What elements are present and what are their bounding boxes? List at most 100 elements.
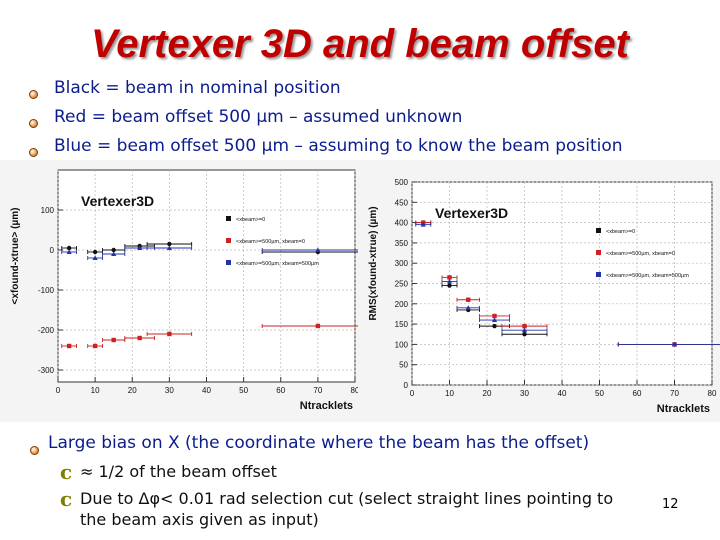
x-tick-label: 10 xyxy=(445,389,454,398)
x-tick-label: 50 xyxy=(239,386,248,395)
bullet-icon xyxy=(29,90,38,99)
sub-bullet-icon: c xyxy=(60,460,73,484)
x-tick-label: 70 xyxy=(313,386,322,395)
y-tick-label: 0 xyxy=(50,246,55,255)
legend-marker xyxy=(596,228,601,233)
bullet-icon xyxy=(29,148,38,157)
data-point xyxy=(111,247,116,253)
y-tick-label: 50 xyxy=(399,361,408,370)
plots-svg: 0 10 20 30 40 50 60 70 80-300-200-1000100Ntrackl… xyxy=(0,160,720,422)
data-point xyxy=(92,255,98,260)
bullet-blue: Blue = beam offset 500 µm – assuming to … xyxy=(54,136,623,156)
y-tick-label: 150 xyxy=(395,320,409,329)
data-point xyxy=(137,245,143,250)
x-tick-label: 50 xyxy=(595,389,604,398)
data-point xyxy=(465,305,471,310)
y-tick-label: -300 xyxy=(38,366,55,375)
series-2 xyxy=(61,323,375,349)
data-point xyxy=(521,327,528,333)
x-tick-label: 30 xyxy=(165,386,174,395)
data-point xyxy=(315,247,321,252)
legend-label: <xbeam>=500µm, xbeam=0 xyxy=(606,251,675,257)
data-point xyxy=(671,341,678,347)
y-tick-label: 0 xyxy=(404,381,409,390)
y-tick-label: 100 xyxy=(395,340,409,349)
x-tick-label: 20 xyxy=(128,386,137,395)
y-axis-label: RMS(xfound-xtrue) (µm) xyxy=(368,206,379,320)
y-tick-label: -100 xyxy=(38,286,55,295)
data-point xyxy=(522,332,527,337)
x-tick-label: 80 xyxy=(351,386,360,395)
x-tick-label: 40 xyxy=(558,389,567,398)
series-3 xyxy=(61,245,375,260)
legend-marker xyxy=(596,250,601,255)
sub-bullet-icon: c xyxy=(60,487,73,511)
data-point xyxy=(66,249,72,254)
chart-title: Vertexer3D xyxy=(81,193,154,209)
y-tick-label: -200 xyxy=(38,326,55,335)
y-axis-label: <xfound-xtrue> (µm) xyxy=(10,208,21,305)
data-point xyxy=(166,245,172,250)
chart-title: Vertexer3D xyxy=(435,205,508,221)
x-tick-label: 0 xyxy=(56,386,61,395)
y-tick-label: 300 xyxy=(395,259,409,268)
x-tick-label: 10 xyxy=(91,386,100,395)
x-tick-label: 0 xyxy=(410,389,415,398)
y-tick-label: 400 xyxy=(395,219,409,228)
bullet-icon xyxy=(29,119,38,128)
legend-label: <xbeam>=500µm, xbeam=500µm xyxy=(236,261,319,267)
data-point xyxy=(92,343,98,349)
data-point xyxy=(466,297,471,302)
sub-bullet-2-cont: the beam axis given as input) xyxy=(80,510,319,529)
data-point xyxy=(111,337,116,343)
data-point xyxy=(111,251,117,256)
data-point xyxy=(92,249,98,255)
data-point xyxy=(137,335,142,341)
data-point xyxy=(167,241,172,247)
legend-label: <xbeam>=500µm, xbeam=500µm xyxy=(606,273,689,279)
legend-marker xyxy=(226,238,231,243)
data-point xyxy=(420,222,426,227)
bullet-icon xyxy=(30,446,39,455)
data-point xyxy=(167,331,172,337)
data-point xyxy=(446,278,453,284)
chart-panel-1: 0 10 20 30 40 50 60 70 80 -300 -200 -100 0 100 Ntrackl… xyxy=(0,160,375,422)
legend-marker xyxy=(226,260,231,265)
y-tick-label: 100 xyxy=(41,206,55,215)
sub-bullet-1: ≈ 1/2 of the beam offset xyxy=(80,462,277,481)
x-axis-label: Ntracklets xyxy=(657,403,710,415)
series-3 xyxy=(415,222,720,347)
x-axis-label: Ntracklets xyxy=(300,400,353,412)
chart-panel-2: 0 10 20 30 40 50 60 70 80 0 50 100 150 200 250 300 350 40… xyxy=(358,160,720,422)
legend-marker xyxy=(596,272,601,277)
data-point xyxy=(492,323,497,329)
x-tick-label: 60 xyxy=(276,386,285,395)
x-tick-label: 30 xyxy=(520,389,529,398)
y-tick-label: 200 xyxy=(395,300,409,309)
plots-area: 0 10 20 30 40 50 60 70 80 -300 -200 -100 0 100 Ntrackl… xyxy=(0,160,720,425)
data-point xyxy=(447,275,452,280)
legend-label: <xbeam>=500µm, xbeam=0 xyxy=(236,239,305,245)
data-point xyxy=(66,245,72,251)
y-tick-label: 350 xyxy=(395,239,409,248)
bullet-black: Black = beam in nominal position xyxy=(54,78,341,98)
y-tick-label: 450 xyxy=(395,198,409,207)
x-tick-label: 40 xyxy=(202,386,211,395)
conclusion-text: Large bias on X (the coordinate where th… xyxy=(48,433,590,453)
data-point xyxy=(315,323,321,329)
x-tick-label: 80 xyxy=(708,389,717,398)
bullet-red: Red = beam offset 500 µm – assumed unkno… xyxy=(54,107,463,127)
data-point xyxy=(447,283,452,288)
data-point xyxy=(491,317,498,323)
slide-title: Vertexer 3D and beam offset xyxy=(91,22,629,66)
page-number: 12 xyxy=(662,497,679,512)
y-tick-label: 500 xyxy=(395,178,409,187)
data-point xyxy=(66,343,72,349)
x-tick-label: 20 xyxy=(483,389,492,398)
legend-label: <xbeam>=0 xyxy=(606,229,635,235)
data-point xyxy=(492,313,497,319)
x-tick-label: 60 xyxy=(633,389,642,398)
data-point xyxy=(522,323,527,329)
sub-bullet-2: Due to Δφ< 0.01 rad selection cut (selec… xyxy=(80,489,614,508)
legend-marker xyxy=(226,216,231,221)
